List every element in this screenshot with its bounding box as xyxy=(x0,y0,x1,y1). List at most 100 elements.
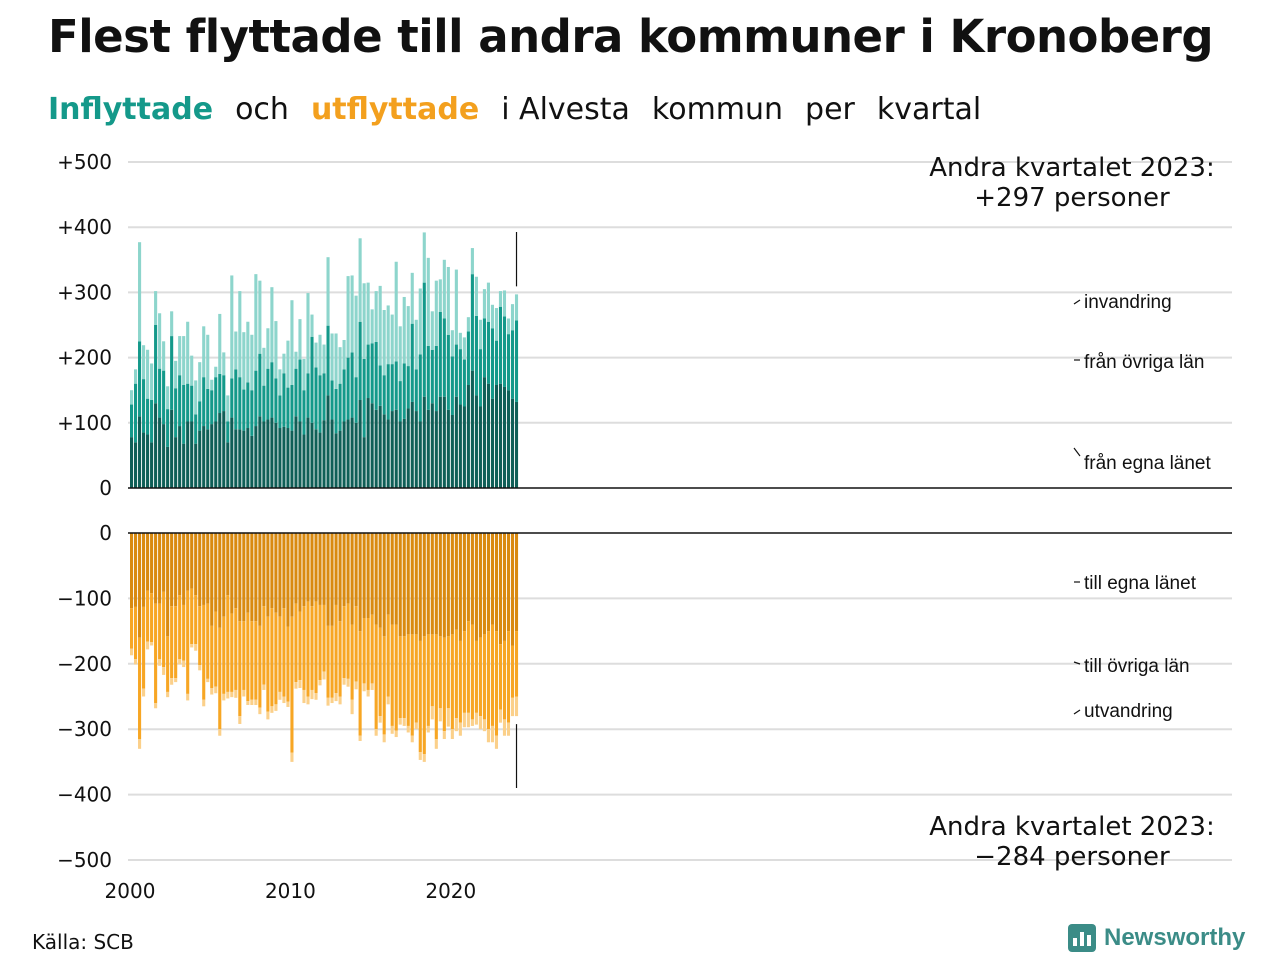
bar-in-immigration xyxy=(426,257,430,346)
bar-out-emigration xyxy=(358,735,362,741)
bar-out-emigration xyxy=(230,691,234,698)
bar-in-immigration xyxy=(198,362,202,402)
bar-out-other-counties xyxy=(210,625,214,688)
bar-in-own-county xyxy=(338,430,342,488)
bar-out-other-counties xyxy=(166,636,170,692)
bar-in-own-county xyxy=(498,383,503,488)
bar-in-other-counties xyxy=(346,357,350,420)
bar-out-own-county xyxy=(230,533,234,614)
bar-in-immigration xyxy=(358,238,362,322)
bar-out-own-county xyxy=(442,533,446,638)
bar-in-own-county xyxy=(358,399,362,488)
chart-bars xyxy=(130,232,519,762)
bar-in-immigration xyxy=(150,363,154,400)
bar-in-other-counties xyxy=(358,321,362,400)
chart-title: Flest flyttade till andra kommuner i Kro… xyxy=(48,10,1214,63)
bar-in-own-county xyxy=(466,384,470,488)
bar-out-emigration xyxy=(258,707,262,715)
bar-out-own-county xyxy=(246,533,250,613)
bar-out-own-county xyxy=(418,533,422,641)
bar-out-other-counties xyxy=(422,636,426,755)
bar-in-own-county xyxy=(390,411,394,488)
bar-out-own-county xyxy=(278,533,282,617)
bar-in-own-county xyxy=(146,434,150,488)
bar-out-emigration xyxy=(510,697,515,717)
subtitle-kommun: kommun xyxy=(651,92,784,127)
bar-in-own-county xyxy=(446,409,450,488)
bar-in-immigration xyxy=(158,313,162,369)
brand-logo: Newsworthy xyxy=(1068,924,1245,952)
bar-out-other-counties xyxy=(338,621,342,697)
bar-in-own-county xyxy=(238,429,242,488)
bar-out-own-county xyxy=(490,533,494,625)
bar-in-own-county xyxy=(314,429,318,488)
bar-out-own-county xyxy=(462,533,466,632)
bar-out-own-county xyxy=(338,533,342,622)
bar-in-own-county xyxy=(298,421,302,488)
bar-out-own-county xyxy=(206,533,210,604)
bar-out-other-counties xyxy=(290,616,294,753)
bar-in-immigration xyxy=(394,261,398,362)
bar-out-emigration xyxy=(502,719,507,736)
bar-in-other-counties xyxy=(450,356,454,415)
bar-out-other-counties xyxy=(162,591,166,668)
bar-in-own-county xyxy=(382,414,386,488)
bar-in-own-county xyxy=(250,435,254,488)
bar-out-emigration xyxy=(134,659,138,665)
bar-in-other-counties xyxy=(142,379,146,433)
bar-in-own-county xyxy=(326,395,330,488)
bar-in-own-county xyxy=(270,417,274,488)
bar-out-own-county xyxy=(270,533,274,609)
bar-out-own-county xyxy=(502,533,507,641)
bar-out-emigration xyxy=(498,709,503,723)
bar-out-own-county xyxy=(498,533,503,645)
bar-out-emigration xyxy=(146,641,150,650)
bar-in-immigration xyxy=(338,347,342,384)
bar-in-own-county xyxy=(462,406,466,488)
bar-out-other-counties xyxy=(378,627,382,717)
bar-in-other-counties xyxy=(258,353,262,417)
bar-out-emigration xyxy=(426,725,430,733)
bar-out-own-county xyxy=(370,533,374,615)
bar-in-own-county xyxy=(406,408,410,488)
bar-in-own-county xyxy=(142,432,146,488)
bar-out-own-county xyxy=(394,533,398,625)
bar-out-own-county xyxy=(390,533,394,625)
bar-in-other-counties xyxy=(230,378,234,418)
bar-in-immigration xyxy=(470,248,474,275)
bar-in-own-county xyxy=(402,418,406,488)
bar-in-own-county xyxy=(286,428,290,488)
bar-in-other-counties xyxy=(366,344,370,399)
bar-in-immigration xyxy=(294,351,298,369)
bar-out-own-county xyxy=(354,533,358,607)
bar-in-other-counties xyxy=(442,318,446,397)
bar-in-immigration xyxy=(370,309,374,344)
bar-out-other-counties xyxy=(510,645,515,698)
bar-out-own-county xyxy=(374,533,378,625)
bar-out-other-counties xyxy=(502,640,507,720)
bar-out-other-counties xyxy=(494,631,499,736)
bar-in-own-county xyxy=(458,404,462,488)
bar-out-own-county xyxy=(314,533,318,602)
bar-out-own-county xyxy=(458,533,462,641)
bar-in-other-counties xyxy=(290,384,294,431)
y-tick-label-top: +300 xyxy=(57,280,112,304)
bar-out-own-county xyxy=(234,533,238,609)
bar-in-immigration xyxy=(130,390,134,405)
bar-in-other-counties xyxy=(362,358,366,438)
bar-in-immigration xyxy=(258,280,262,354)
bar-in-other-counties xyxy=(514,320,519,402)
bar-out-own-county xyxy=(162,533,166,592)
bar-in-immigration xyxy=(494,308,499,341)
bar-out-emigration xyxy=(458,722,462,736)
bar-in-other-counties xyxy=(174,388,178,438)
bar-in-immigration xyxy=(146,349,150,399)
bar-out-own-county xyxy=(174,533,178,607)
bar-in-immigration xyxy=(286,340,290,388)
bar-in-other-counties xyxy=(430,349,434,404)
bar-out-other-counties xyxy=(374,624,378,730)
bar-out-own-county xyxy=(214,533,218,612)
bar-out-other-counties xyxy=(486,631,490,730)
bar-in-immigration xyxy=(270,287,274,363)
bar-out-other-counties xyxy=(182,604,186,661)
